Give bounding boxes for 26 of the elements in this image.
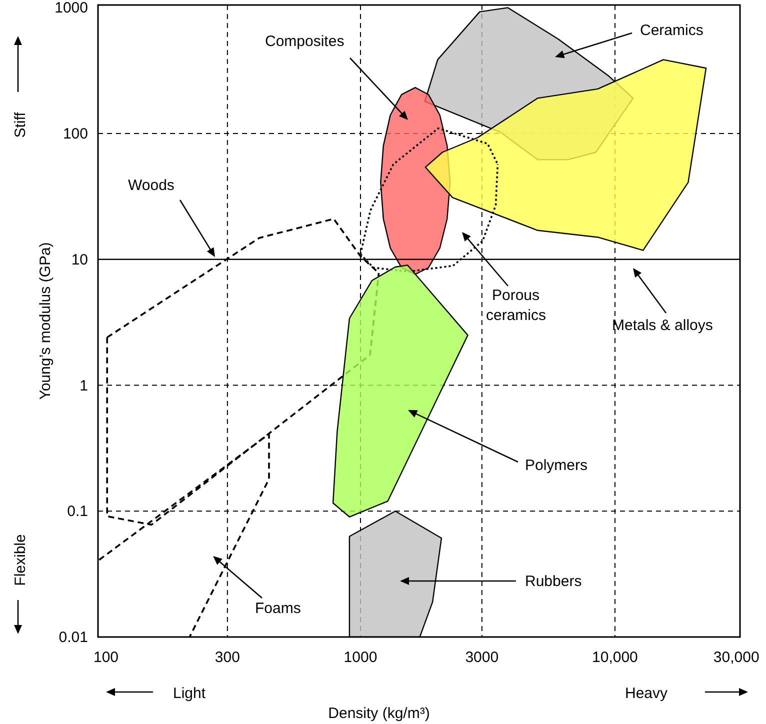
annotation: Foams — [255, 600, 301, 617]
x-tick-label: 1000 — [344, 649, 378, 666]
text: Stiff — [12, 111, 29, 138]
y-tick-label: 0.01 — [58, 629, 88, 646]
x-tick-label: 300 — [214, 649, 240, 666]
annotation: Polymers — [525, 457, 588, 474]
x-tick-label: 10,000 — [592, 649, 638, 666]
y-tick-label: 1 — [80, 377, 88, 394]
annotation: Woods — [128, 177, 174, 194]
y-axis-title: Young’s modulus (GPa) — [37, 242, 54, 400]
y-tick-label: 1000 — [54, 0, 88, 17]
annotation: Porous ceramics — [486, 287, 546, 324]
x-tick-label: 30,000 — [713, 649, 760, 666]
annotation: Composites — [265, 33, 344, 50]
y-tick-label: 10 — [71, 251, 88, 268]
annotation: Rubbers — [525, 573, 582, 590]
annotation: Metals & alloys — [612, 317, 713, 334]
x-tick-label: 100 — [94, 649, 119, 666]
x-tick-label: 3000 — [465, 649, 499, 666]
text: Light — [173, 685, 206, 702]
text: Flexible — [12, 534, 29, 586]
y-tick-label: 100 — [62, 126, 88, 143]
y-tick-label: 0.1 — [67, 503, 88, 520]
annotation: Ceramics — [640, 22, 704, 39]
x-axis-title: Density (kg/m³) — [328, 705, 430, 722]
text: Heavy — [625, 685, 668, 702]
